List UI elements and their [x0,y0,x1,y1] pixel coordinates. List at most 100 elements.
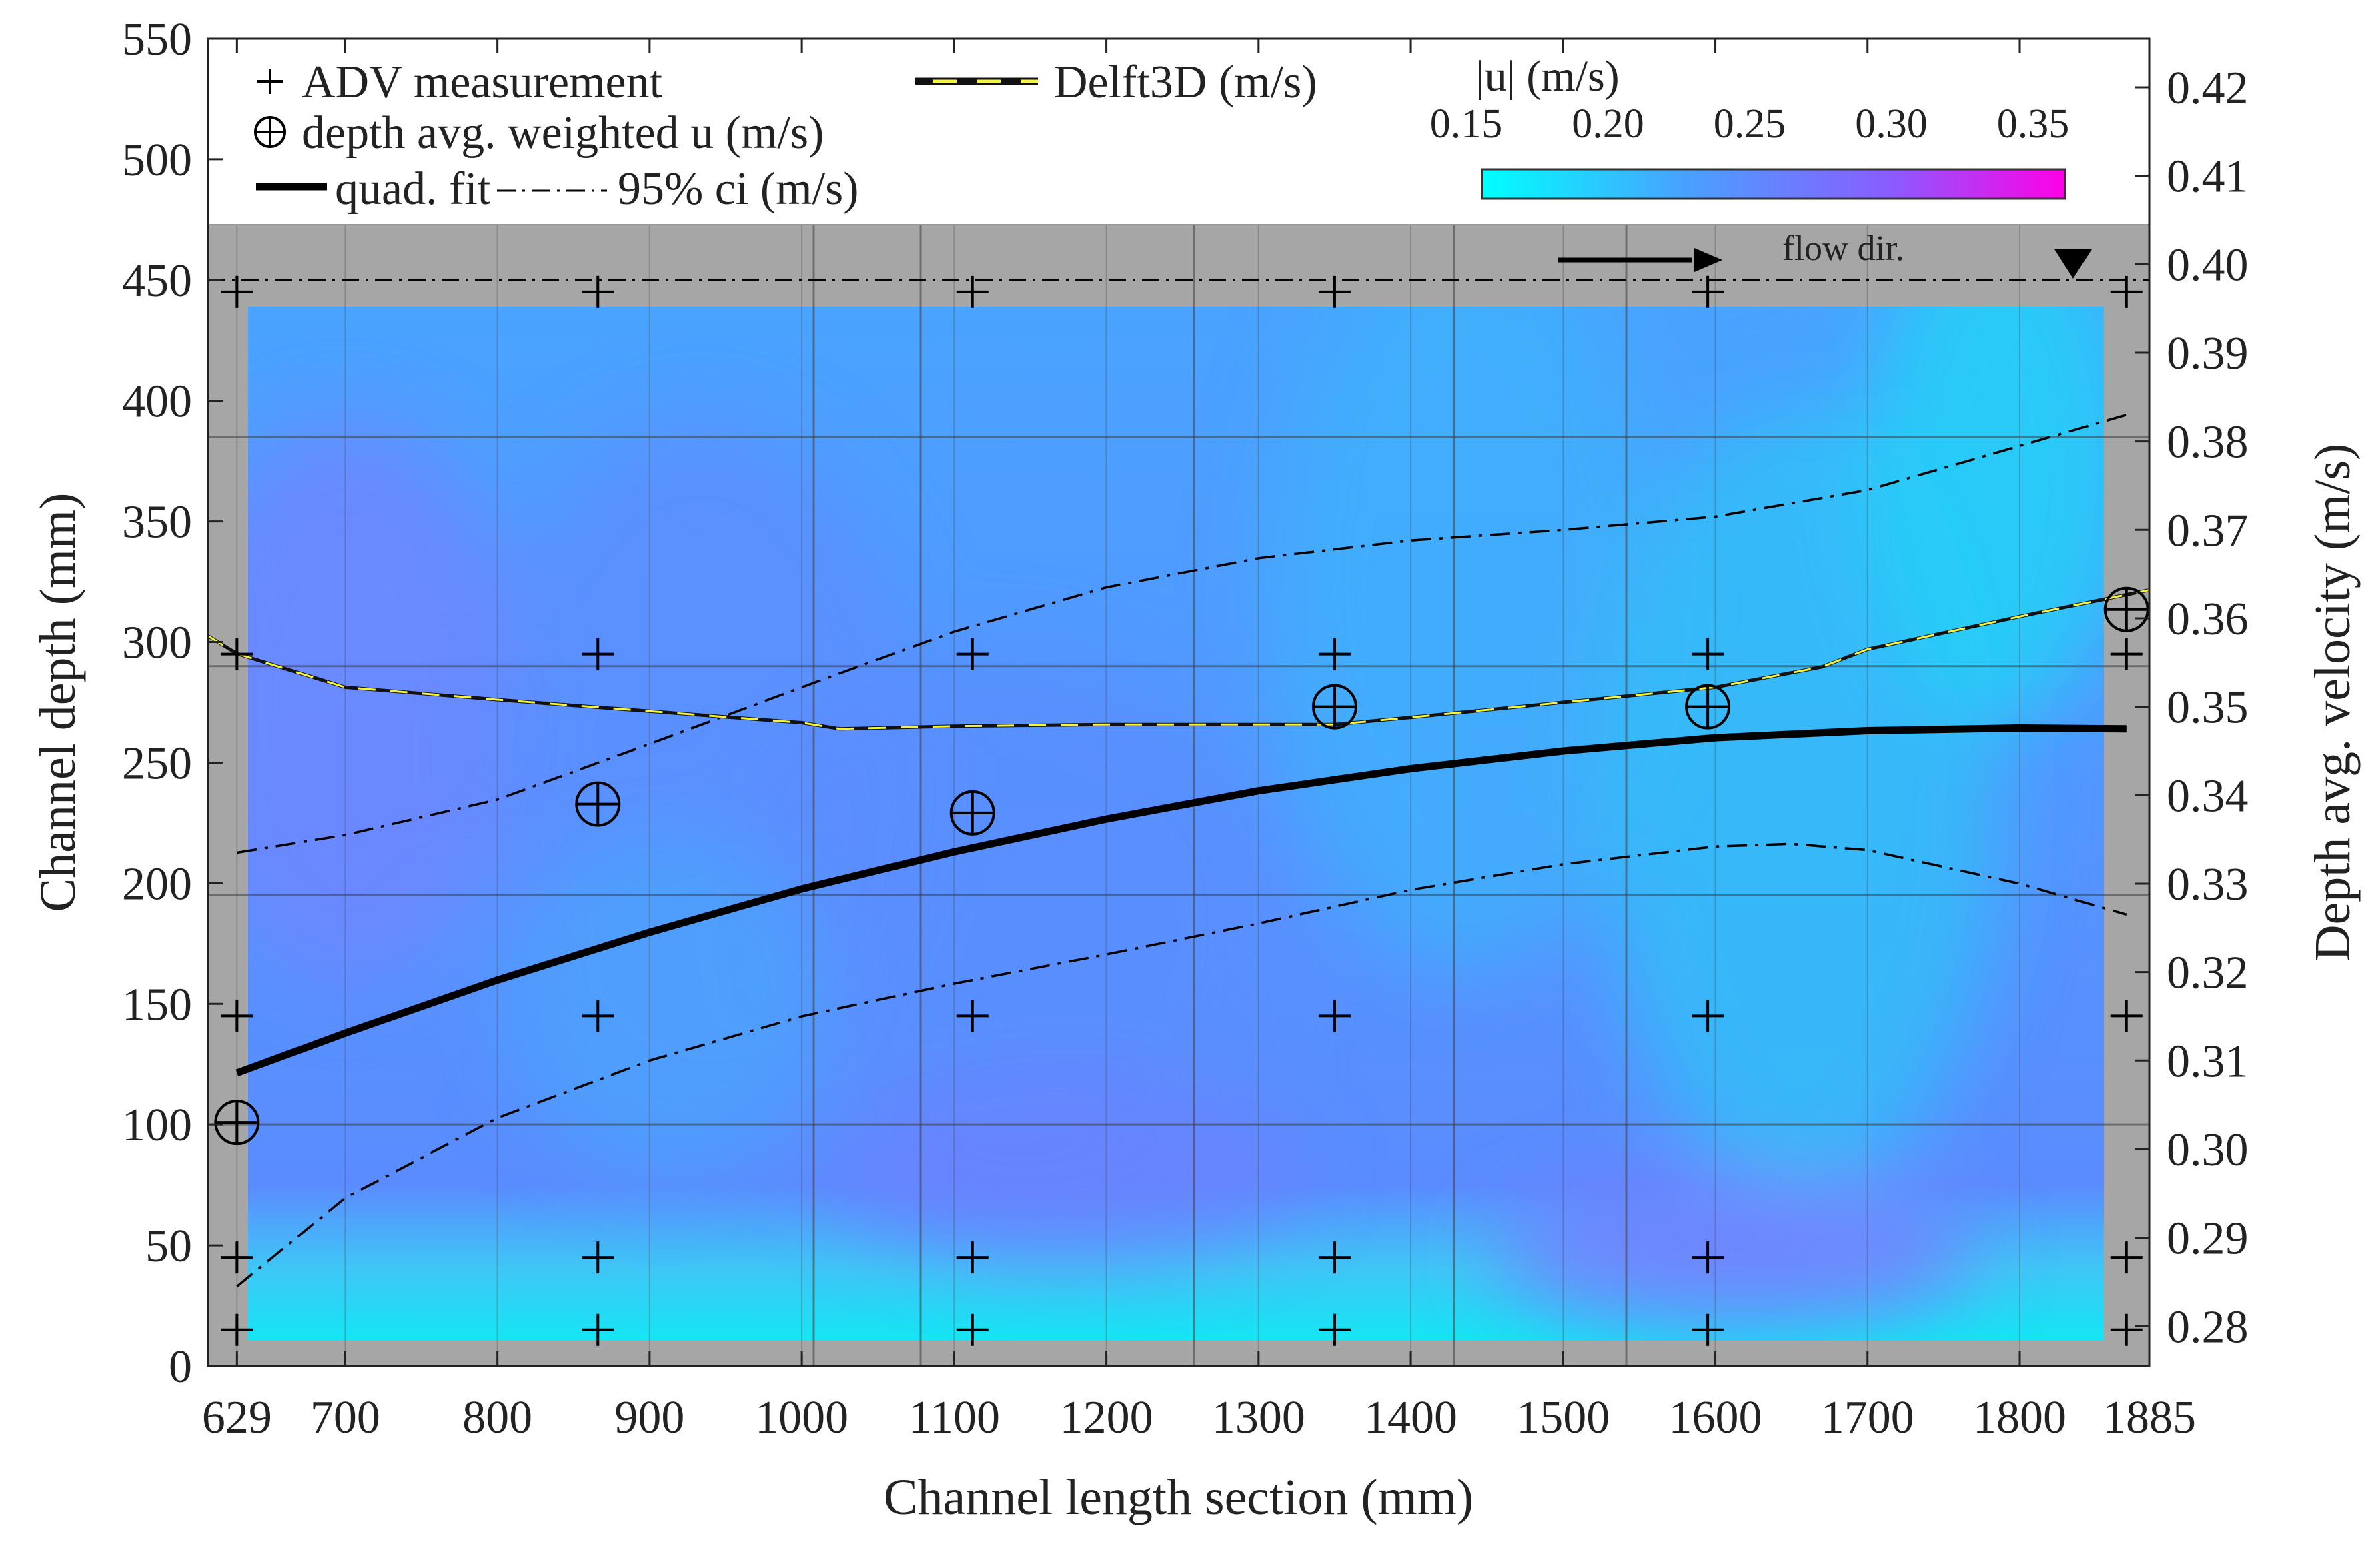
y-tick-label: 450 [122,255,192,307]
adv-point [221,1313,253,1346]
legend-entry-ci: 95% ci (m/s) [497,163,859,215]
y-axis-label: Channel depth (mm) [30,493,86,912]
depth-avg-point [949,790,995,836]
y2-tick-label: 0.35 [2167,682,2249,734]
adv-measurement-series [221,275,2143,1346]
adv-point [2110,638,2143,670]
adv-point [582,1241,614,1274]
y2-tick-label: 0.33 [2167,859,2249,910]
adv-point [1692,1000,1724,1032]
flow-direction-annotation: flow dir. [1558,228,2092,279]
adv-point [1318,1241,1351,1274]
colorbar-tick-label: 0.35 [1997,101,2070,147]
ci-lower-series [236,842,2127,1287]
adv-point [956,638,989,670]
depth-avg-point [575,781,621,827]
adv-point [221,638,253,670]
depth-avg-velocity-series [214,586,2149,1146]
colorbar-tick-label: 0.20 [1572,101,1644,147]
legend-circle-plus-glyph [254,116,286,148]
adv-point [1318,275,1351,308]
y2-tick-label: 0.31 [2167,1036,2249,1087]
delft3d-line-dash [207,589,2150,730]
adv-point [221,1000,253,1032]
legend: ADV measurement depth avg. weighted u (m… [254,57,1317,215]
adv-point [2110,1241,2143,1274]
adv-point [1692,1241,1724,1274]
x-tick-label: 1800 [1973,1392,2066,1443]
x-tick-label: 1100 [909,1392,1000,1443]
x-tick-label: 1400 [1364,1392,1457,1443]
y2-axis-label: Depth avg. velocity (m/s) [2305,444,2361,962]
depth-avg-point [214,1100,260,1146]
x-tick-label: 629 [202,1392,272,1443]
colorbar: |u| (m/s) 0.15 0.20 0.25 0.30 0.35 [1430,52,2070,200]
colorbar-bar [1481,168,2066,200]
y-tick-label: 150 [122,979,192,1030]
adv-point [1318,1313,1351,1346]
adv-point [582,275,614,308]
adv-point [2110,1000,2143,1032]
colorbar-tick-label: 0.30 [1855,101,1928,147]
x-axis-ticks: 629 700 800 900 1000 1100 1200 1300 1400 1500 1600… [202,39,2196,1443]
y-tick-label: 50 [145,1221,192,1272]
legend-entry-depth-avg: depth avg. weighted u (m/s) [254,107,824,159]
legend-label-quad-fit: quad. fit [335,163,491,215]
legend-circle-plus-marker [254,116,286,148]
adv-point [956,1241,989,1274]
legend-entry-delft3d: Delft3D (m/s) [915,57,1317,108]
ci-upper-series [237,414,2127,854]
legend-label-ci: 95% ci (m/s) [618,163,859,215]
y2-tick-label: 0.40 [2167,239,2249,291]
adv-point [1318,638,1351,670]
y2-tick-label: 0.34 [2167,770,2249,822]
x-tick-label: 900 [614,1392,684,1443]
y2-tick-label: 0.29 [2167,1213,2249,1265]
depth-avg-point [1685,684,1731,730]
depth-avg-point [2103,586,2149,632]
y2-tick-label: 0.42 [2167,63,2249,114]
plot-frame [207,37,2151,1367]
y2-tick-label: 0.28 [2167,1301,2249,1353]
velocity-contour-field [248,307,2104,1341]
y-tick-label: 250 [122,738,192,789]
x-tick-label: 800 [462,1392,532,1443]
x-tick-label: 700 [310,1392,380,1443]
colorbar-title: |u| (m/s) [1475,52,1619,101]
y-tick-label: 500 [122,135,192,186]
adv-point [1692,638,1724,670]
x-tick-label: 1000 [755,1392,848,1443]
adv-point [582,638,614,670]
water-surface-marker-icon [2054,249,2092,279]
adv-point [956,1313,989,1346]
legend-entry-adv: ADV measurement [257,57,663,108]
y2-tick-label: 0.39 [2167,328,2249,379]
y-tick-label: 400 [122,376,192,428]
adv-point [1692,275,1724,308]
colorbar-tick-label: 0.15 [1430,101,1503,147]
flow-direction-label: flow dir. [1782,228,1904,268]
depth-avg-point [1311,684,1357,730]
y-axis-ticks: 0 50 100 150 200 250 300 350 400 450 500 550 [122,14,223,1393]
adv-point [956,1000,989,1032]
y-tick-label: 0 [169,1341,192,1393]
x-tick-label: 1500 [1516,1392,1610,1443]
ci-upper-line [237,414,2127,854]
legend-entry-quad-fit: quad. fit [256,163,491,215]
y2-tick-label: 0.41 [2167,151,2249,203]
y-tick-label: 200 [122,858,192,910]
y2-tick-label: 0.36 [2167,594,2249,645]
adv-point [2110,275,2143,308]
y-tick-label: 100 [122,1100,192,1151]
adv-point [582,1313,614,1346]
colorbar-ticks: 0.15 0.20 0.25 0.30 0.35 [1430,101,2070,147]
legend-plus-marker [257,69,283,94]
legend-label-adv: ADV measurement [302,57,663,108]
x-tick-label: 1885 [2103,1392,2196,1443]
ci-lower-line [236,842,2127,1287]
y-tick-label: 550 [122,14,192,65]
x-axis-label: Channel length section (mm) [884,1469,1473,1525]
adv-point [221,275,253,308]
y2-axis-ticks: 0.28 0.29 0.30 0.31 0.32 0.33 0.34 0.35 0.36 0.37… [2135,63,2249,1353]
